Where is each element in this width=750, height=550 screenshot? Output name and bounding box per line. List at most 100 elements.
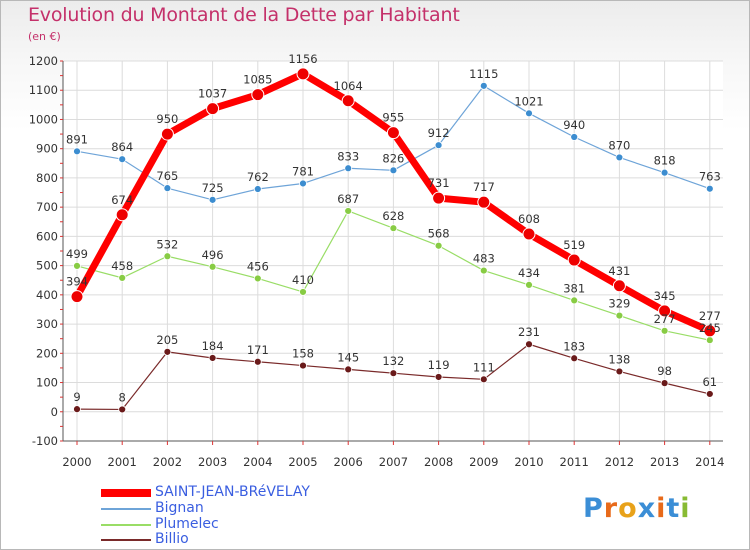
data-label: 483 xyxy=(473,252,495,266)
data-point xyxy=(73,147,81,156)
data-point xyxy=(612,279,626,293)
data-point xyxy=(299,361,307,370)
data-point xyxy=(570,133,579,141)
data-label: 864 xyxy=(111,140,133,154)
data-point xyxy=(299,288,307,296)
data-label: 1115 xyxy=(469,67,498,81)
data-label: 891 xyxy=(66,132,88,146)
data-point xyxy=(389,369,398,378)
data-label: 184 xyxy=(202,339,224,353)
data-label: 329 xyxy=(608,297,630,311)
logo-letter: o xyxy=(618,493,638,524)
data-point xyxy=(344,207,353,215)
y-tick-label: 0 xyxy=(51,405,58,419)
data-label: 628 xyxy=(382,209,404,223)
x-tick-label: 2001 xyxy=(108,455,137,469)
data-point xyxy=(70,290,84,304)
data-point xyxy=(253,185,262,193)
x-tick-label: 2009 xyxy=(469,455,498,469)
y-tick-label: 100 xyxy=(36,376,58,390)
data-point xyxy=(389,166,398,175)
data-label: 277 xyxy=(654,312,676,326)
legend-label: SAINT-JEAN-BRéVELAY xyxy=(155,484,310,500)
data-label: 818 xyxy=(654,154,676,168)
data-label: 394 xyxy=(66,275,88,289)
data-point xyxy=(118,405,127,414)
data-label: 532 xyxy=(156,237,178,251)
data-point xyxy=(163,184,172,193)
data-label: 1037 xyxy=(198,87,227,101)
y-tick-label: 1100 xyxy=(29,83,58,97)
logo-letter: r xyxy=(603,493,619,524)
data-point xyxy=(163,252,172,261)
y-tick-label: 1200 xyxy=(29,54,58,68)
x-tick-label: 2013 xyxy=(650,455,679,469)
data-label: 950 xyxy=(156,112,178,126)
legend-label: Billio xyxy=(155,531,189,547)
x-tick-label: 2014 xyxy=(695,455,724,469)
data-label: 158 xyxy=(292,347,314,361)
data-point xyxy=(477,195,491,209)
data-label: 833 xyxy=(337,149,359,163)
data-label: 345 xyxy=(654,289,676,303)
data-label: 1156 xyxy=(288,52,317,66)
x-tick-label: 2012 xyxy=(605,455,634,469)
data-point xyxy=(344,164,353,173)
legend-swatch xyxy=(101,539,151,541)
y-tick-label: 400 xyxy=(36,288,58,302)
data-label: 245 xyxy=(699,321,721,335)
data-label: 496 xyxy=(202,248,224,262)
x-tick-label: 2000 xyxy=(62,455,91,469)
data-label: 132 xyxy=(382,354,404,368)
data-point xyxy=(386,126,400,140)
legend-label: Plumelec xyxy=(155,516,219,532)
y-tick-label: 500 xyxy=(36,259,58,273)
data-point xyxy=(253,274,262,283)
legend-swatch xyxy=(101,524,151,526)
y-tick-label: -100 xyxy=(32,434,58,448)
y-tick-label: 700 xyxy=(36,200,58,214)
data-label: 183 xyxy=(563,339,585,353)
x-tick-label: 2004 xyxy=(243,455,272,469)
data-label: 674 xyxy=(111,193,133,207)
data-label: 608 xyxy=(518,212,540,226)
y-tick-label: 600 xyxy=(36,229,58,243)
data-label: 731 xyxy=(428,176,450,190)
data-point xyxy=(115,208,129,222)
chart-title: Evolution du Montant de la Dette par Hab… xyxy=(28,4,460,26)
data-point xyxy=(570,296,579,305)
y-tick-label: 200 xyxy=(36,346,58,360)
data-point xyxy=(525,109,533,118)
logo-letter: P xyxy=(583,493,604,524)
data-label: 870 xyxy=(608,138,630,152)
data-label: 499 xyxy=(66,247,88,261)
data-label: 725 xyxy=(202,181,224,195)
legend-label: Bignan xyxy=(155,500,204,516)
data-point xyxy=(163,347,172,356)
x-tick-label: 2006 xyxy=(334,455,363,469)
data-label: 9 xyxy=(73,390,80,404)
data-point xyxy=(389,224,398,233)
data-point xyxy=(118,273,127,282)
data-point xyxy=(615,367,624,376)
logo-letter: t xyxy=(666,493,681,524)
data-point xyxy=(251,88,265,102)
data-label: 431 xyxy=(608,264,630,278)
data-label: 955 xyxy=(382,111,404,125)
data-label: 434 xyxy=(518,266,540,280)
data-point xyxy=(522,227,536,241)
data-label: 519 xyxy=(563,238,585,252)
data-point xyxy=(434,241,443,250)
data-point xyxy=(208,262,217,271)
data-point xyxy=(208,354,217,362)
data-label: 1085 xyxy=(243,73,272,87)
data-label: 765 xyxy=(156,169,178,183)
x-tick-label: 2010 xyxy=(514,455,543,469)
data-label: 1064 xyxy=(334,79,363,93)
data-point xyxy=(705,336,714,345)
data-point xyxy=(705,390,714,398)
data-point xyxy=(73,262,81,270)
x-tick-label: 2002 xyxy=(153,455,182,469)
legend-swatch xyxy=(101,508,151,510)
